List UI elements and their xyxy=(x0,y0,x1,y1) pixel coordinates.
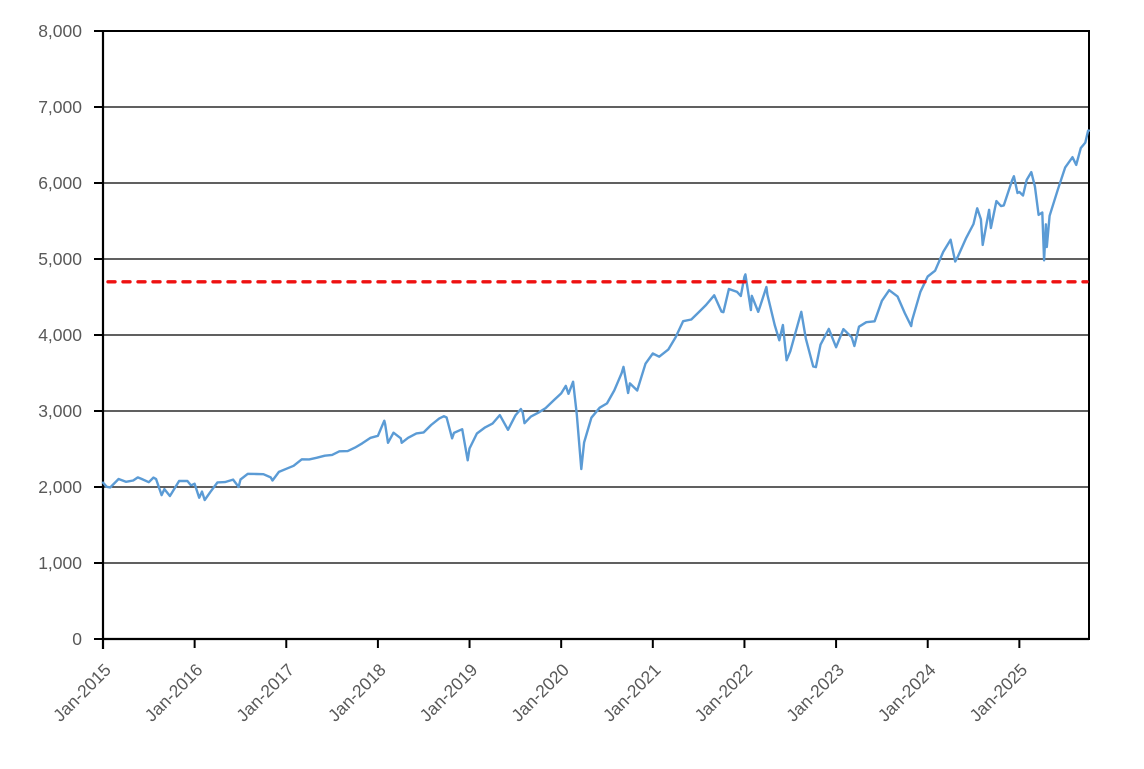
x-axis-label: Jan-2023 xyxy=(782,660,848,726)
x-axis-label: Jan-2020 xyxy=(507,660,573,726)
y-axis-label: 0 xyxy=(72,629,82,649)
x-axis-label: Jan-2016 xyxy=(141,660,207,726)
y-axis-label: 1,000 xyxy=(38,553,82,573)
y-axis-label: 4,000 xyxy=(38,325,82,345)
x-axis-label: Jan-2022 xyxy=(691,660,757,726)
y-axis-label: 5,000 xyxy=(38,249,82,269)
y-axis-label: 7,000 xyxy=(38,97,82,117)
y-axis-label: 6,000 xyxy=(38,173,82,193)
x-axis-label: Jan-2025 xyxy=(965,660,1031,726)
y-axis-label: 2,000 xyxy=(38,477,82,497)
x-axis-label: Jan-2015 xyxy=(49,660,115,726)
x-axis-label: Jan-2021 xyxy=(599,660,665,726)
x-axis-label: Jan-2019 xyxy=(416,660,482,726)
y-axis-label: 3,000 xyxy=(38,401,82,421)
x-axis-label: Jan-2017 xyxy=(232,660,298,726)
x-axis-label: Jan-2018 xyxy=(324,660,390,726)
index-price-line xyxy=(101,129,1091,502)
y-axis-label: 8,000 xyxy=(38,21,82,41)
x-axis-label: Jan-2024 xyxy=(874,660,940,726)
